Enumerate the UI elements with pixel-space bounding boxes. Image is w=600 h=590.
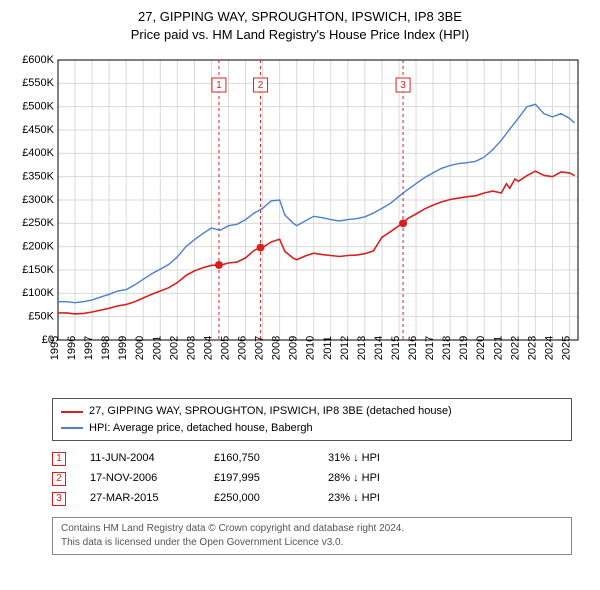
svg-text:2010: 2010 (305, 336, 317, 360)
svg-text:£500K: £500K (22, 101, 54, 113)
sale-row: 2 17-NOV-2006 £197,995 28% ↓ HPI (52, 469, 572, 489)
svg-text:£300K: £300K (22, 194, 54, 206)
svg-text:2021: 2021 (492, 336, 504, 360)
legend-row: HPI: Average price, detached house, Babe… (61, 420, 563, 437)
sale-date: 11-JUN-2004 (90, 449, 190, 469)
legend-row: 27, GIPPING WAY, SPROUGHTON, IPSWICH, IP… (61, 403, 563, 420)
svg-text:1999: 1999 (117, 336, 129, 360)
svg-text:2020: 2020 (475, 336, 487, 360)
svg-text:£550K: £550K (22, 78, 54, 90)
sale-marker-box: 1 (52, 452, 66, 466)
svg-text:2008: 2008 (271, 336, 283, 360)
chart-container: 27, GIPPING WAY, SPROUGHTON, IPSWICH, IP… (0, 0, 600, 567)
svg-text:2013: 2013 (356, 336, 368, 360)
footnote-box: Contains HM Land Registry data © Crown c… (52, 517, 572, 555)
svg-text:2023: 2023 (526, 336, 538, 360)
svg-text:2: 2 (258, 80, 264, 91)
footnote-line1: Contains HM Land Registry data © Crown c… (61, 522, 563, 536)
svg-text:2022: 2022 (509, 336, 521, 360)
svg-text:£450K: £450K (22, 124, 54, 136)
svg-text:2024: 2024 (543, 336, 555, 360)
svg-text:1996: 1996 (66, 336, 78, 360)
svg-text:1: 1 (216, 80, 222, 91)
svg-text:£600K: £600K (22, 54, 54, 66)
svg-text:2019: 2019 (458, 336, 470, 360)
svg-text:£350K: £350K (22, 171, 54, 183)
svg-text:1997: 1997 (83, 336, 95, 360)
svg-text:2009: 2009 (288, 336, 300, 360)
sale-date: 27-MAR-2015 (90, 489, 190, 509)
sale-date: 17-NOV-2006 (90, 469, 190, 489)
svg-text:1998: 1998 (100, 336, 112, 360)
svg-text:1995: 1995 (49, 336, 61, 360)
svg-text:2005: 2005 (219, 336, 231, 360)
svg-text:2001: 2001 (151, 336, 163, 360)
title-subtitle: Price paid vs. HM Land Registry's House … (12, 26, 588, 44)
sale-delta: 23% ↓ HPI (328, 489, 448, 509)
legend-label: 27, GIPPING WAY, SPROUGHTON, IPSWICH, IP… (89, 403, 452, 420)
svg-text:2002: 2002 (168, 336, 180, 360)
svg-text:2014: 2014 (373, 336, 385, 360)
svg-text:2000: 2000 (134, 336, 146, 360)
svg-text:£200K: £200K (22, 241, 54, 253)
svg-text:£50K: £50K (28, 311, 54, 323)
svg-text:£100K: £100K (22, 288, 54, 300)
svg-text:2007: 2007 (254, 336, 266, 360)
sale-delta: 28% ↓ HPI (328, 469, 448, 489)
sale-row: 3 27-MAR-2015 £250,000 23% ↓ HPI (52, 489, 572, 509)
footnote-line2: This data is licensed under the Open Gov… (61, 536, 563, 550)
sale-price: £250,000 (214, 489, 304, 509)
sale-row: 1 11-JUN-2004 £160,750 31% ↓ HPI (52, 449, 572, 469)
chart-area: £0£50K£100K£150K£200K£250K£300K£350K£400… (12, 48, 588, 388)
sale-price: £197,995 (214, 469, 304, 489)
svg-text:2004: 2004 (202, 336, 214, 360)
title-block: 27, GIPPING WAY, SPROUGHTON, IPSWICH, IP… (12, 8, 588, 44)
svg-text:£250K: £250K (22, 218, 54, 230)
svg-text:£150K: £150K (22, 264, 54, 276)
svg-text:2006: 2006 (237, 336, 249, 360)
title-address: 27, GIPPING WAY, SPROUGHTON, IPSWICH, IP… (12, 8, 588, 26)
legend-label: HPI: Average price, detached house, Babe… (89, 420, 313, 437)
sale-delta: 31% ↓ HPI (328, 449, 448, 469)
sale-marker-box: 3 (52, 492, 66, 506)
sale-price: £160,750 (214, 449, 304, 469)
svg-text:2003: 2003 (185, 336, 197, 360)
sales-table: 1 11-JUN-2004 £160,750 31% ↓ HPI 2 17-NOV-200… (52, 449, 572, 508)
legend-swatch (61, 427, 83, 429)
svg-text:£400K: £400K (22, 148, 54, 160)
svg-text:2012: 2012 (339, 336, 351, 360)
svg-text:3: 3 (400, 80, 406, 91)
legend-box: 27, GIPPING WAY, SPROUGHTON, IPSWICH, IP… (52, 398, 572, 441)
svg-text:2018: 2018 (441, 336, 453, 360)
svg-text:2025: 2025 (560, 336, 572, 360)
svg-text:2017: 2017 (424, 336, 436, 360)
svg-text:2015: 2015 (390, 336, 402, 360)
legend-swatch (61, 411, 83, 413)
svg-text:2016: 2016 (407, 336, 419, 360)
chart-svg: £0£50K£100K£150K£200K£250K£300K£350K£400… (12, 48, 588, 388)
sale-marker-box: 2 (52, 472, 66, 486)
